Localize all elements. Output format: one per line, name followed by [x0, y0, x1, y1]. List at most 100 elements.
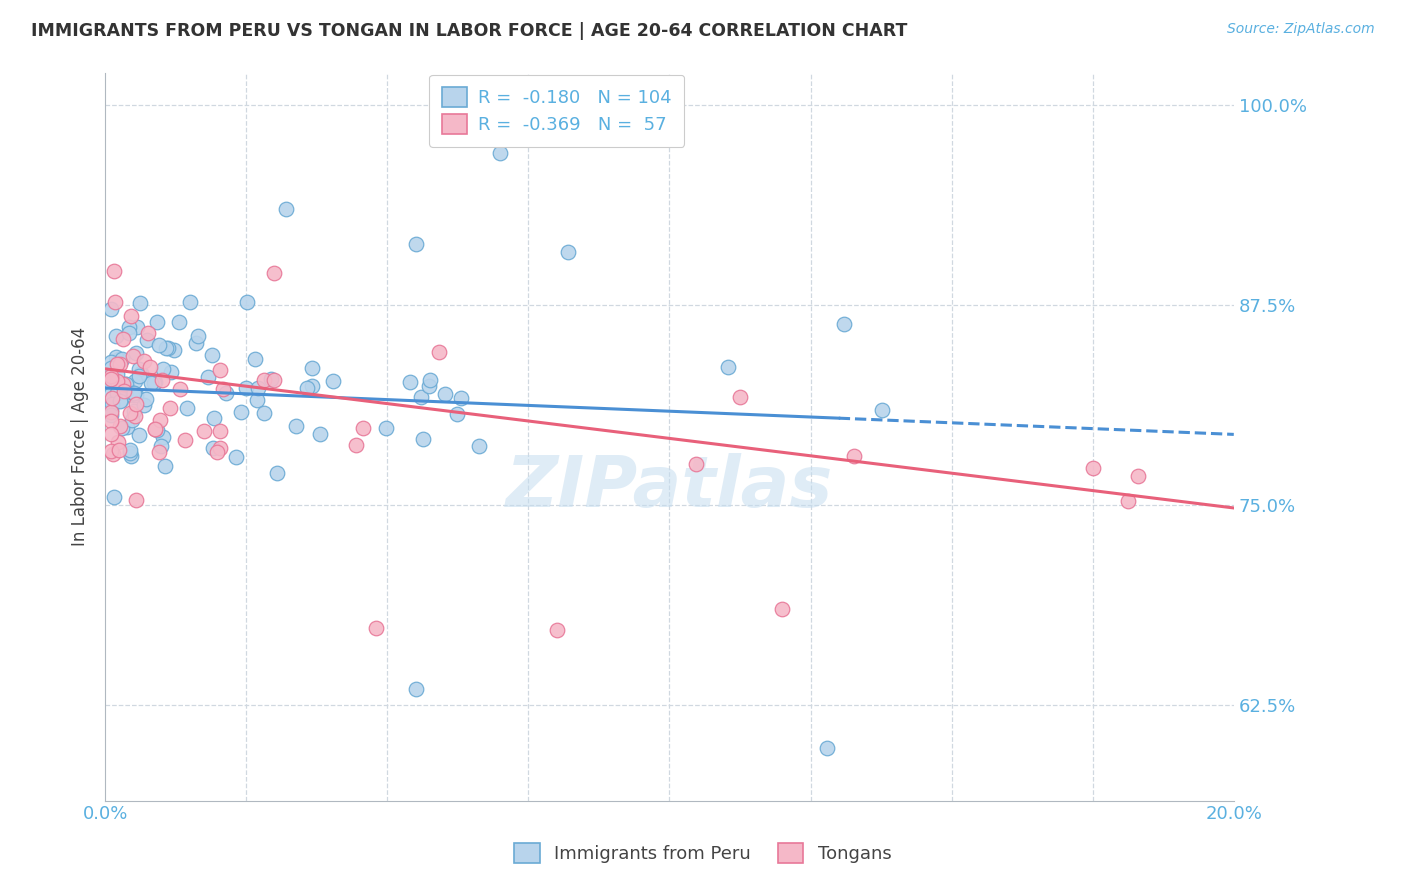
Point: [100, 355, 122, 369]
Point: [546, 623, 568, 637]
Point: [253, 373, 276, 387]
Point: [429, 345, 451, 359]
Point: [266, 466, 288, 480]
Point: [274, 202, 297, 216]
Point: [103, 264, 125, 278]
Point: [139, 359, 162, 374]
Point: [103, 294, 125, 309]
Point: [143, 422, 166, 436]
Point: [124, 374, 146, 388]
Point: [122, 350, 145, 364]
Point: [770, 601, 793, 615]
Point: [169, 382, 191, 396]
Point: [100, 403, 122, 417]
Point: [405, 681, 427, 696]
Point: [152, 362, 174, 376]
Point: [197, 370, 219, 384]
Point: [202, 441, 225, 455]
Point: [114, 377, 136, 392]
Point: [322, 374, 344, 388]
Point: [263, 266, 285, 280]
Point: [142, 376, 165, 390]
Point: [112, 384, 135, 399]
Point: [450, 392, 472, 406]
Point: [108, 357, 131, 371]
Text: ZIPatlas: ZIPatlas: [506, 453, 834, 522]
Point: [111, 421, 134, 435]
Point: [118, 446, 141, 460]
Point: [1081, 461, 1104, 475]
Point: [344, 438, 367, 452]
Point: [186, 335, 208, 350]
Point: [138, 326, 160, 341]
Point: [162, 343, 184, 358]
Point: [122, 385, 145, 400]
Point: [145, 423, 167, 437]
Point: [100, 372, 122, 386]
Point: [399, 375, 422, 389]
Point: [235, 381, 257, 395]
Point: [105, 350, 128, 364]
Y-axis label: In Labor Force | Age 20-64: In Labor Force | Age 20-64: [72, 327, 89, 547]
Point: [1118, 494, 1140, 508]
Point: [101, 447, 124, 461]
Point: [263, 373, 285, 387]
Point: [418, 378, 440, 392]
Point: [148, 444, 170, 458]
Point: [212, 383, 235, 397]
Point: [209, 424, 232, 438]
Point: [202, 411, 225, 425]
Point: [100, 387, 122, 401]
Point: [100, 408, 122, 422]
Point: [159, 401, 181, 416]
Point: [208, 363, 231, 377]
Point: [817, 740, 839, 755]
Point: [120, 442, 142, 457]
Point: [108, 442, 131, 457]
Point: [685, 457, 707, 471]
Legend: R =  -0.180   N = 104, R =  -0.369   N =  57: R = -0.180 N = 104, R = -0.369 N = 57: [429, 75, 685, 147]
Point: [1126, 469, 1149, 483]
Point: [135, 334, 157, 348]
Point: [245, 392, 267, 407]
Point: [148, 338, 170, 352]
Point: [107, 434, 129, 449]
Point: [468, 439, 491, 453]
Point: [419, 373, 441, 387]
Point: [100, 301, 122, 316]
Point: [121, 388, 143, 402]
Point: [229, 405, 252, 419]
Point: [433, 387, 456, 401]
Point: [101, 391, 124, 405]
Point: [446, 407, 468, 421]
Point: [832, 317, 855, 331]
Point: [259, 372, 281, 386]
Point: [125, 319, 148, 334]
Point: [100, 397, 122, 411]
Point: [153, 458, 176, 473]
Point: [115, 377, 138, 392]
Point: [160, 365, 183, 379]
Point: [215, 385, 238, 400]
Point: [146, 315, 169, 329]
Point: [139, 376, 162, 391]
Text: IMMIGRANTS FROM PERU VS TONGAN IN LABOR FORCE | AGE 20-64 CORRELATION CHART: IMMIGRANTS FROM PERU VS TONGAN IN LABOR …: [31, 22, 907, 40]
Point: [148, 413, 170, 427]
Point: [111, 351, 134, 366]
Point: [122, 404, 145, 418]
Point: [411, 390, 433, 404]
Point: [872, 403, 894, 417]
Point: [152, 430, 174, 444]
Point: [115, 419, 138, 434]
Point: [150, 373, 173, 387]
Point: [135, 392, 157, 406]
Point: [167, 314, 190, 328]
Point: [557, 245, 579, 260]
Point: [100, 360, 122, 375]
Point: [284, 419, 307, 434]
Point: [104, 329, 127, 343]
Point: [208, 441, 231, 455]
Point: [120, 449, 142, 463]
Point: [201, 348, 224, 362]
Point: [150, 439, 173, 453]
